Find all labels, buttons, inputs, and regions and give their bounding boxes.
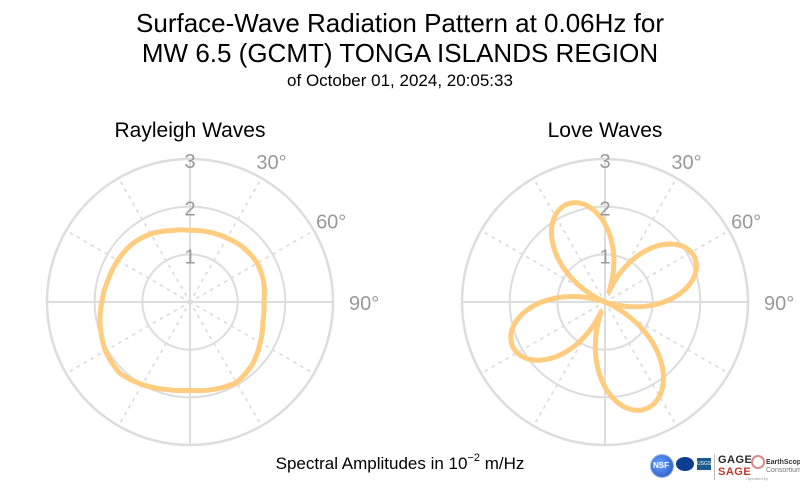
radius-ring (141, 253, 239, 351)
radius-ring (93, 205, 287, 399)
radial-tick-label: 2 (184, 199, 195, 221)
radial-tick-label: 3 (184, 151, 195, 173)
nsf-logo: NSF (650, 454, 674, 478)
radial-gridline (189, 229, 315, 303)
radius-ring (460, 157, 750, 447)
radius-ring (45, 157, 335, 447)
nasa-logo (676, 457, 694, 471)
radial-gridline (532, 177, 606, 303)
radial-gridline (117, 177, 191, 303)
radiation-pattern-line (508, 200, 699, 413)
radial-gridline (189, 301, 263, 427)
radial-tick-label: 1 (599, 246, 610, 268)
chart-subtitle: of October 01, 2024, 20:05:33 (287, 71, 513, 90)
earthscope-tagline: Operated by (746, 476, 769, 481)
gage-sage-logo: GAGE SAGE (718, 454, 753, 478)
angle-tick-label: 30° (671, 152, 701, 174)
radial-tick-label: 2 (599, 199, 610, 221)
angle-tick-label: 30° (256, 152, 286, 174)
angle-tick-label: 90° (764, 293, 794, 315)
radial-tick-label: 1 (184, 246, 195, 268)
radial-gridline (604, 229, 730, 303)
amplitude-units-caption: Spectral Amplitudes in 10−2 m/Hz (0, 452, 800, 474)
angle-tick-label: 90° (349, 293, 379, 315)
radius-ring (508, 205, 702, 399)
radial-gridline (65, 229, 191, 303)
chart-title-line-2: MW 6.5 (GCMT) TONGA ISLANDS REGION (141, 38, 659, 68)
radial-tick-label: 3 (599, 151, 610, 173)
radial-gridline (604, 301, 678, 427)
earthscope-mark-icon (751, 455, 765, 469)
title-block: Surface-Wave Radiation Pattern at 0.06Hz… (0, 8, 800, 92)
radial-gridline (480, 301, 606, 375)
units-exponent: −2 (467, 452, 480, 464)
angle-tick-label: 60° (316, 212, 346, 234)
units-prefix: Spectral Amplitudes in 10 (275, 454, 468, 473)
earthscope-logo: EarthScope Consortium (766, 459, 800, 474)
radial-gridline (65, 301, 191, 375)
radius-ring (556, 253, 654, 351)
angle-tick-label: 60° (731, 212, 761, 234)
panel-title: Love Waves (548, 119, 663, 142)
logo-divider (714, 454, 715, 480)
usgs-logo: USGS (697, 458, 711, 470)
chart-title-line-1: Surface-Wave Radiation Pattern at 0.06Hz… (136, 8, 664, 38)
radiation-pattern-line (97, 227, 267, 394)
panel-title: Rayleigh Waves (115, 119, 266, 142)
sponsor-logos: NSF USGS GAGE SAGE EarthScope Consortium… (648, 452, 800, 484)
radial-gridline (117, 301, 191, 427)
units-suffix: m/Hz (480, 454, 525, 473)
radial-gridline (189, 301, 315, 375)
